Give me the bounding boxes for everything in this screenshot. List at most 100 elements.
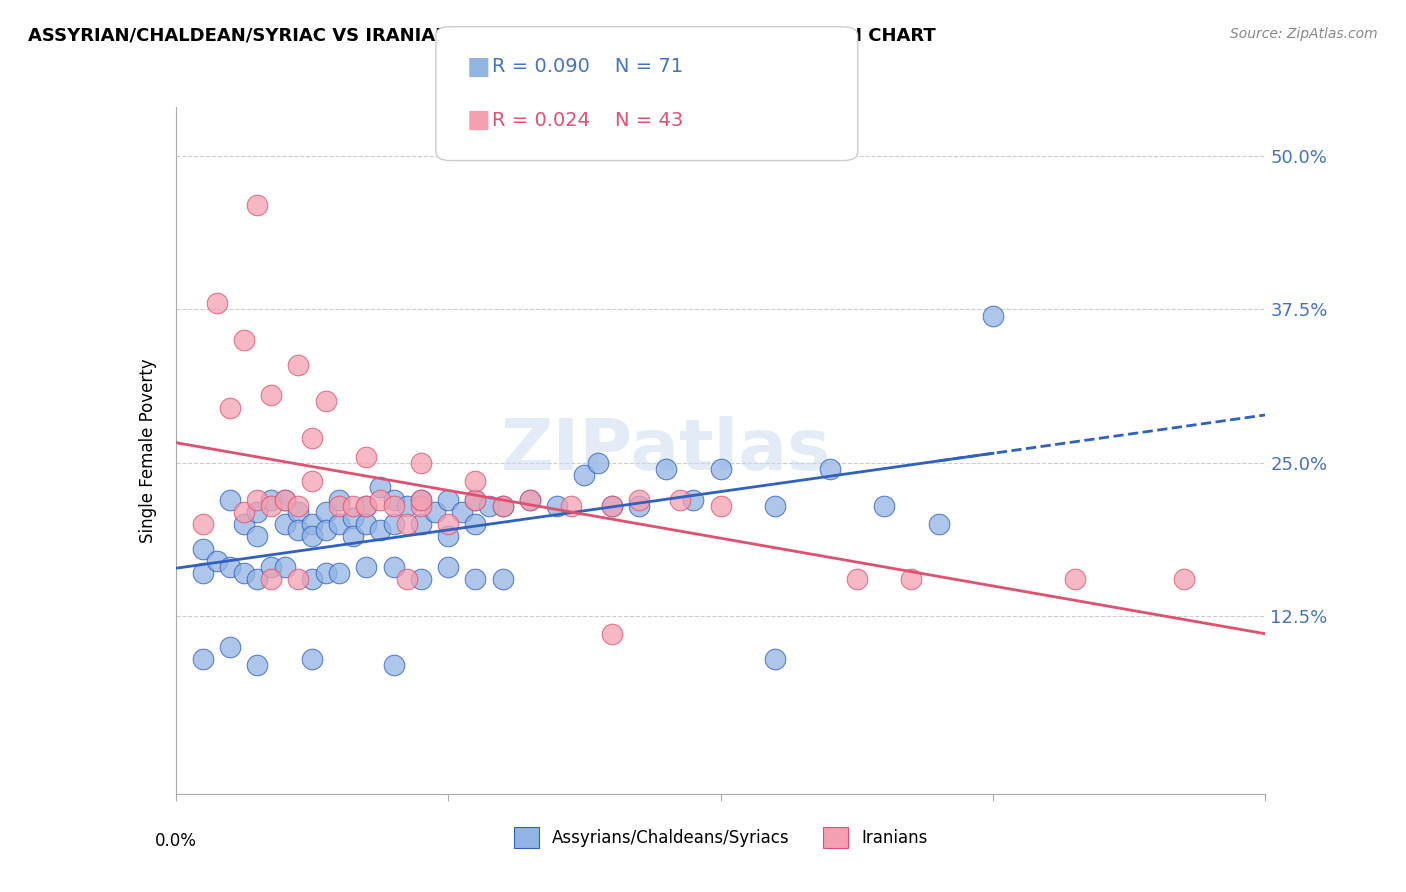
Point	[287, 523, 309, 537]
Point	[928, 517, 950, 532]
Point	[382, 492, 405, 507]
Point	[219, 401, 242, 415]
Point	[274, 517, 297, 532]
Point	[191, 517, 214, 532]
Point	[437, 517, 460, 532]
Point	[246, 198, 269, 212]
Y-axis label: Single Female Poverty: Single Female Poverty	[139, 359, 157, 542]
Point	[655, 462, 678, 476]
Point	[342, 511, 364, 525]
Point	[368, 480, 391, 494]
Legend: Assyrians/Chaldeans/Syriacs, Iranians: Assyrians/Chaldeans/Syriacs, Iranians	[508, 821, 934, 855]
Point	[437, 529, 460, 543]
Point	[232, 505, 254, 519]
Point	[382, 499, 405, 513]
Point	[356, 450, 378, 464]
Text: R = 0.090    N = 71: R = 0.090 N = 71	[492, 57, 683, 77]
Point	[464, 474, 486, 488]
Point	[492, 499, 515, 513]
Text: ■: ■	[467, 55, 491, 78]
Point	[246, 505, 269, 519]
Point	[627, 499, 650, 513]
Point	[315, 505, 337, 519]
Point	[356, 499, 378, 513]
Point	[356, 499, 378, 513]
Point	[710, 462, 733, 476]
Point	[981, 309, 1004, 323]
Point	[301, 474, 323, 488]
Point	[409, 492, 432, 507]
Point	[260, 499, 283, 513]
Point	[368, 523, 391, 537]
Point	[437, 560, 460, 574]
Point	[328, 499, 350, 513]
Point	[315, 523, 337, 537]
Point	[191, 566, 214, 581]
Point	[409, 456, 432, 470]
Point	[450, 505, 472, 519]
Point	[246, 492, 269, 507]
Point	[260, 572, 283, 586]
Point	[492, 572, 515, 586]
Text: ASSYRIAN/CHALDEAN/SYRIAC VS IRANIAN SINGLE FEMALE POVERTY CORRELATION CHART: ASSYRIAN/CHALDEAN/SYRIAC VS IRANIAN SING…	[28, 27, 936, 45]
Text: Source: ZipAtlas.com: Source: ZipAtlas.com	[1230, 27, 1378, 41]
Point	[301, 529, 323, 543]
Point	[396, 517, 419, 532]
Point	[356, 517, 378, 532]
Point	[519, 492, 541, 507]
Point	[1063, 572, 1085, 586]
Point	[668, 492, 690, 507]
Point	[328, 566, 350, 581]
Point	[560, 499, 582, 513]
Point	[574, 467, 596, 482]
Point	[191, 652, 214, 666]
Point	[546, 499, 568, 513]
Point	[246, 658, 269, 673]
Point	[845, 572, 868, 586]
Point	[396, 499, 419, 513]
Point	[301, 652, 323, 666]
Point	[464, 517, 486, 532]
Point	[437, 492, 460, 507]
Point	[763, 652, 786, 666]
Point	[246, 572, 269, 586]
Point	[287, 505, 309, 519]
Point	[368, 492, 391, 507]
Point	[627, 492, 650, 507]
Point	[1173, 572, 1195, 586]
Point	[274, 492, 297, 507]
Point	[873, 499, 896, 513]
Point	[464, 572, 486, 586]
Point	[260, 492, 283, 507]
Point	[205, 296, 228, 310]
Point	[315, 566, 337, 581]
Point	[409, 499, 432, 513]
Text: 0.0%: 0.0%	[155, 831, 197, 850]
Point	[246, 529, 269, 543]
Point	[328, 492, 350, 507]
Point	[342, 499, 364, 513]
Text: ZIPatlas: ZIPatlas	[501, 416, 831, 485]
Point	[260, 560, 283, 574]
Point	[301, 517, 323, 532]
Point	[464, 492, 486, 507]
Point	[356, 560, 378, 574]
Point	[600, 499, 623, 513]
Point	[464, 492, 486, 507]
Point	[519, 492, 541, 507]
Point	[301, 431, 323, 445]
Point	[274, 492, 297, 507]
Point	[382, 517, 405, 532]
Point	[274, 560, 297, 574]
Point	[219, 560, 242, 574]
Point	[409, 572, 432, 586]
Text: ■: ■	[467, 109, 491, 132]
Point	[219, 640, 242, 654]
Point	[382, 658, 405, 673]
Point	[396, 572, 419, 586]
Point	[492, 499, 515, 513]
Point	[205, 554, 228, 568]
Point	[409, 517, 432, 532]
Point	[232, 333, 254, 347]
Point	[328, 517, 350, 532]
